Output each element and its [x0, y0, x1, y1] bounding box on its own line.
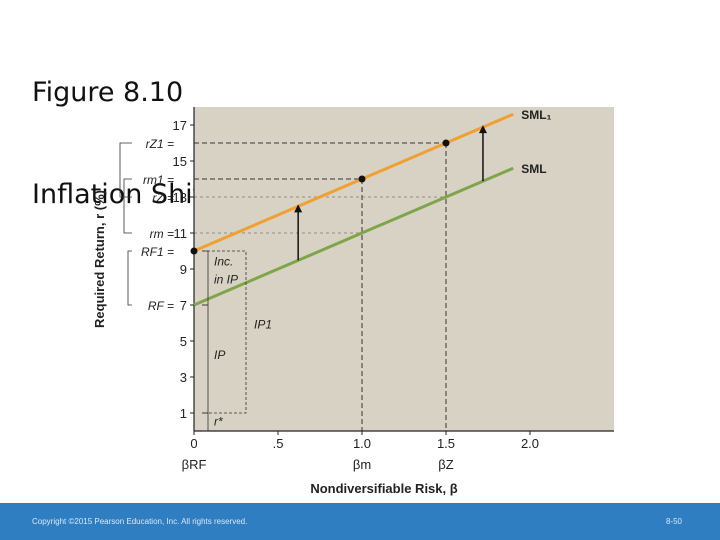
x-tick-label-2: 1.0	[353, 436, 371, 451]
bracket-ip1	[202, 250, 247, 414]
y-tick-label-5: 5	[180, 334, 187, 349]
x-below-label-1: βm	[353, 457, 371, 472]
y-tick-label-15: 15	[173, 154, 187, 169]
x-tick-label-3: 1.5	[437, 436, 455, 451]
x-tick-label-1: .5	[273, 436, 284, 451]
y-tick-label-17: 17	[173, 118, 187, 133]
left-bracket-2	[127, 250, 132, 306]
annotation-inc_ip-0: Inc.	[214, 254, 233, 268]
y-tick-label-9: 9	[180, 262, 187, 277]
shift-arrowhead-1	[478, 125, 487, 134]
x-axis-label: Nondiversifiable Risk, β	[310, 481, 457, 496]
x-tick-label-0: 0	[190, 436, 197, 451]
series-label-0: SML₁	[521, 108, 551, 122]
annotation-rstar-4: r*	[214, 415, 223, 429]
y-side-label-5: RF =	[148, 299, 174, 313]
shift-arrowhead-0	[294, 204, 303, 213]
data-point-2	[442, 139, 450, 147]
y-tick-label-3: 3	[180, 370, 187, 385]
annotation-inc_ip-1: in IP	[214, 272, 238, 286]
left-bracket-0	[119, 142, 132, 198]
annotation-ip1-2: IP1	[254, 317, 272, 331]
title-line-1: Figure 8.10	[32, 77, 184, 108]
y-tick-label-1: 1	[180, 406, 187, 421]
y-side-label-3: rm =	[150, 227, 174, 241]
data-point-1	[358, 175, 366, 183]
annotation-ip-3: IP	[214, 348, 225, 362]
series-label-1: SML	[521, 162, 546, 176]
x-tick-label-4: 2.0	[521, 436, 539, 451]
footer-bar: Copyright ©2015 Pearson Education, Inc. …	[0, 503, 720, 540]
data-point-0	[190, 247, 198, 255]
y-tick-label-7: 7	[180, 298, 187, 313]
y-side-label-2: rZ =	[152, 191, 174, 205]
plot-area	[194, 107, 614, 431]
series-line-0	[193, 112, 514, 253]
page-number: 8-50	[665, 517, 682, 526]
y-side-label-1: rm1 =	[143, 173, 174, 187]
series-line-1	[193, 166, 514, 307]
bracket-rstar	[202, 412, 209, 432]
copyright-text: Copyright ©2015 Pearson Education, Inc. …	[32, 517, 248, 526]
y-side-label-4: RF1 =	[141, 245, 174, 259]
y-side-label-0: rZ1 =	[146, 137, 174, 151]
x-below-label-2: βZ	[438, 457, 453, 472]
x-below-label-0: βRF	[182, 457, 207, 472]
y-axis-label: Required Return, r (%)	[92, 190, 107, 328]
y-tick-label-13: 13	[173, 190, 187, 205]
y-tick-label-11: 11	[174, 226, 188, 241]
left-bracket-1	[123, 178, 132, 234]
